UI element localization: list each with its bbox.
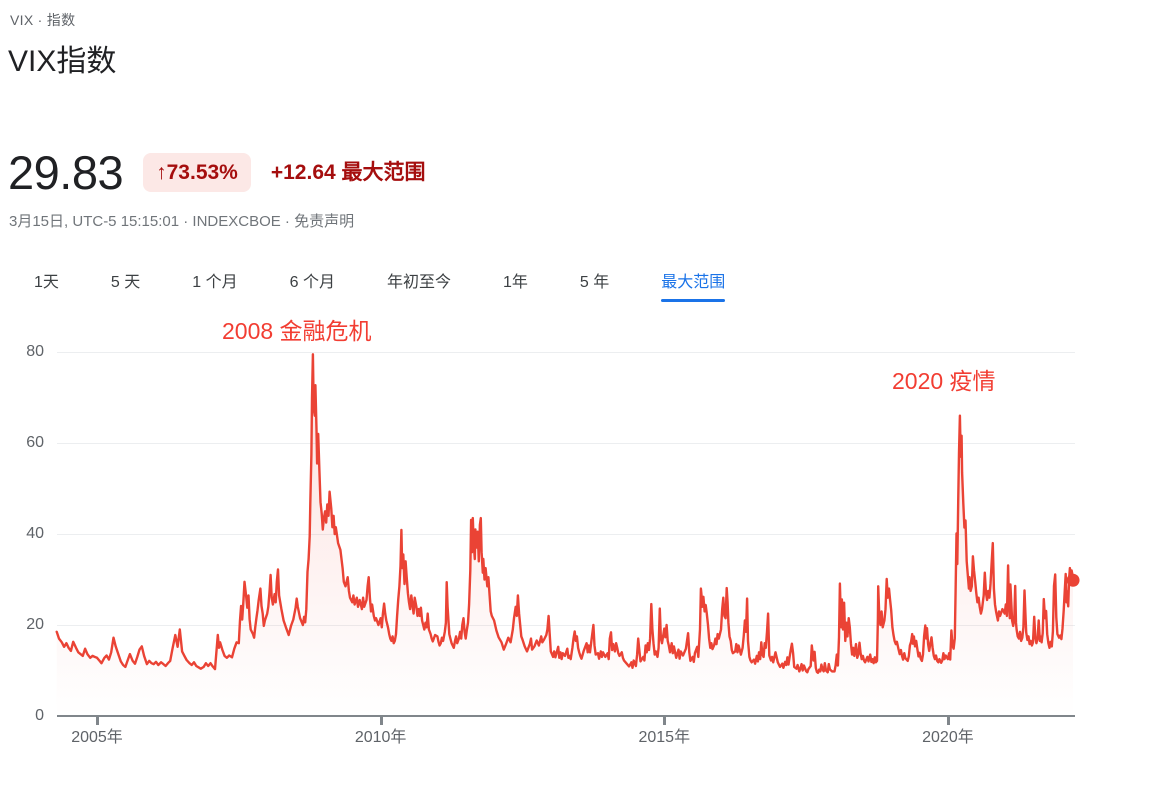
active-tab-underline <box>661 299 726 302</box>
range-tab-5[interactable]: 年初至今 <box>387 268 451 302</box>
gridline-80 <box>57 352 1075 353</box>
y-axis-label-40: 40 <box>26 525 44 542</box>
range-tab-label: 1 个月 <box>192 274 238 291</box>
chart-annotation-1: 2008 金融危机 <box>222 318 372 344</box>
latest-price-dot <box>1066 573 1080 587</box>
range-tab-label: 6 个月 <box>289 274 335 291</box>
range-tab-2[interactable]: 5 天 <box>111 268 140 302</box>
range-tab-label: 5 年 <box>579 274 610 291</box>
range-tab-8[interactable]: 最大范围 <box>661 268 726 302</box>
range-tab-3[interactable]: 1 个月 <box>192 268 237 302</box>
gridline-20 <box>57 625 1075 626</box>
range-tab-label: 1天 <box>34 274 59 291</box>
range-tab-6[interactable]: 1年 <box>503 268 528 302</box>
range-tab-label: 最大范围 <box>661 274 726 291</box>
line-area-fill <box>56 354 1073 716</box>
range-tab-1[interactable]: 1天 <box>34 268 59 302</box>
y-axis-label-60: 60 <box>26 434 44 451</box>
change-percent-badge: ↑73.53% <box>143 152 251 192</box>
x-axis-tick-2005 <box>96 716 99 725</box>
x-axis-label-2005: 2005年 <box>71 729 123 746</box>
x-axis-label-2010: 2010年 <box>354 729 407 746</box>
range-tab-label: 1年 <box>503 274 528 291</box>
price-row: 29.83 ↑73.53% +12.64 最大范围 <box>8 146 426 198</box>
disclaimer-link[interactable]: 免责声明 <box>294 213 355 230</box>
x-axis-line <box>57 715 1075 717</box>
x-axis-tick-2020 <box>946 716 950 725</box>
range-tab-7[interactable]: 5 年 <box>580 268 609 302</box>
current-price: 29.83 <box>8 145 124 199</box>
y-axis-label-80: 80 <box>26 343 44 360</box>
timestamp-text: 3月15日, UTC-5 15:15:01 · INDEXCBOE · <box>9 213 295 230</box>
x-axis-tick-2010 <box>379 716 383 725</box>
gridline-40 <box>57 534 1075 535</box>
y-axis-label-0: 0 <box>35 707 44 724</box>
range-tab-bar: 1天 5 天 1 个月 6 个月 年初至今 1年 5 年 最大范围 <box>34 268 726 302</box>
range-tab-4[interactable]: 6 个月 <box>290 268 335 302</box>
y-axis-label-20: 20 <box>26 616 44 633</box>
x-axis-label-2020: 2020年 <box>922 729 974 746</box>
quote-timestamp: 3月15日, UTC-5 15:15:01 · INDEXCBOE · 免责声明 <box>9 210 354 231</box>
gridline-60 <box>57 443 1075 444</box>
page-title: VIX指数 <box>8 45 117 78</box>
x-axis-tick-2015 <box>663 716 667 725</box>
change-detail: +12.64 最大范围 <box>270 160 426 184</box>
chart-annotation-2: 2020 疫情 <box>892 368 996 394</box>
breadcrumb: VIX · 指数 <box>10 12 76 28</box>
range-tab-label: 年初至今 <box>386 274 451 291</box>
x-axis-label-2015: 2015年 <box>638 729 691 746</box>
range-tab-label: 5 天 <box>110 274 141 291</box>
